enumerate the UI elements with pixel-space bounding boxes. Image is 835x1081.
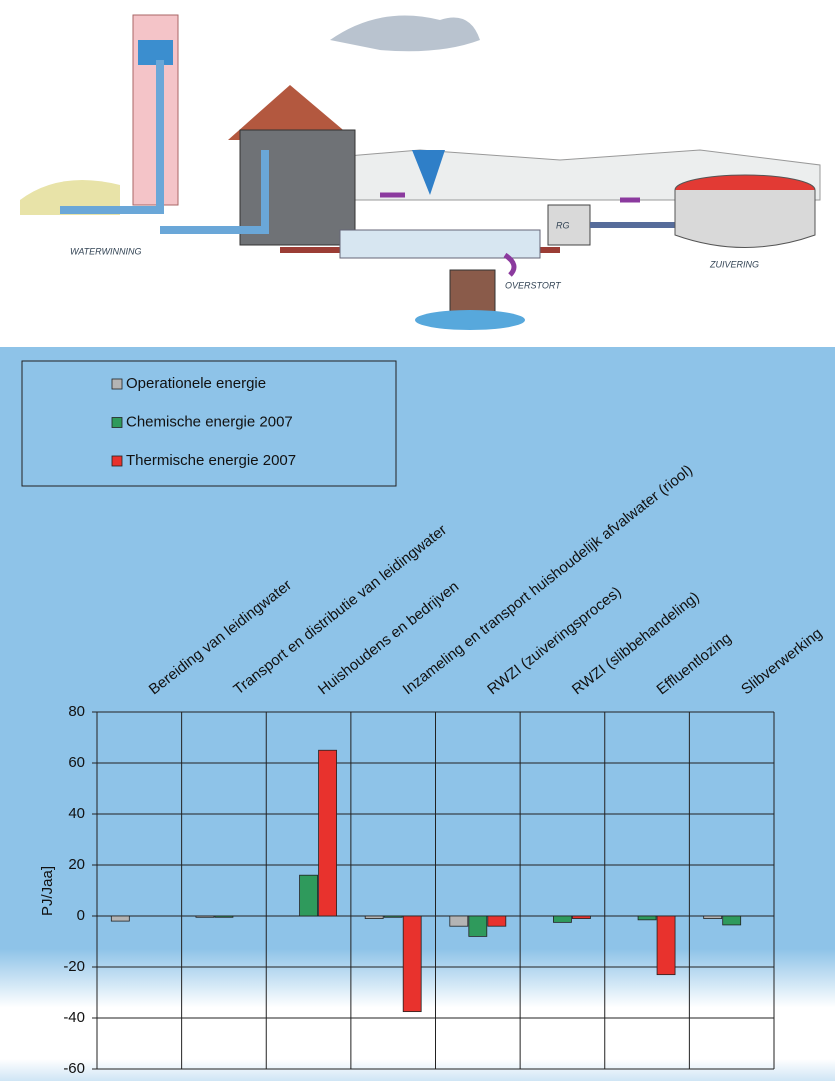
y-tick-label: -40 bbox=[63, 1009, 85, 1026]
treatment-body bbox=[674, 190, 816, 248]
bar bbox=[299, 874, 318, 917]
y-tick-label: 60 bbox=[68, 754, 85, 771]
illustration-label: RG bbox=[556, 220, 570, 230]
bar bbox=[572, 915, 591, 919]
illustration-label: ZUIVERING bbox=[709, 259, 759, 269]
bar bbox=[402, 915, 422, 1013]
legend-box bbox=[21, 360, 397, 487]
y-tick-label: -20 bbox=[63, 958, 85, 975]
legend-label: Chemische energie 2007 bbox=[126, 413, 293, 430]
illustration-label: OVERSTORT bbox=[505, 280, 562, 290]
bar bbox=[364, 915, 384, 919]
flow-arrows bbox=[380, 192, 640, 277]
roof bbox=[228, 85, 355, 140]
bar bbox=[487, 915, 507, 927]
bar bbox=[195, 915, 215, 918]
water-pipe bbox=[60, 60, 269, 234]
illustration-label: WATERWINNING bbox=[70, 246, 142, 256]
bar bbox=[110, 915, 130, 922]
cloud bbox=[330, 15, 480, 52]
bar bbox=[553, 915, 572, 923]
illustration: WATERWINNING RG OVERSTORT ZUIVERING bbox=[20, 14, 821, 330]
legend-swatch bbox=[111, 417, 123, 428]
sewer-pipe bbox=[339, 229, 541, 259]
tank bbox=[138, 40, 173, 65]
legend-label: Thermische energie 2007 bbox=[126, 452, 296, 469]
y-tick-label: 20 bbox=[68, 856, 85, 873]
house bbox=[239, 129, 356, 246]
bar bbox=[468, 915, 488, 937]
bar bbox=[449, 915, 469, 927]
legend-label: Operationele energie bbox=[126, 375, 266, 392]
water-pool bbox=[415, 310, 525, 330]
bar bbox=[656, 915, 676, 976]
bar bbox=[637, 915, 657, 921]
legend-swatch bbox=[111, 378, 123, 390]
y-tick-label: -60 bbox=[63, 1060, 85, 1077]
y-axis-label: PJ/Jaa] bbox=[39, 866, 56, 916]
legend-swatch bbox=[111, 455, 123, 467]
bar bbox=[318, 749, 337, 917]
rain-arrow bbox=[412, 150, 445, 195]
y-tick-label: 40 bbox=[68, 805, 85, 822]
bar bbox=[214, 915, 234, 918]
y-tick-label: 0 bbox=[77, 907, 85, 924]
y-tick-label: 80 bbox=[68, 703, 85, 720]
bar bbox=[383, 915, 403, 918]
bar bbox=[722, 915, 742, 926]
rg-box bbox=[547, 204, 591, 246]
bar bbox=[703, 915, 723, 919]
